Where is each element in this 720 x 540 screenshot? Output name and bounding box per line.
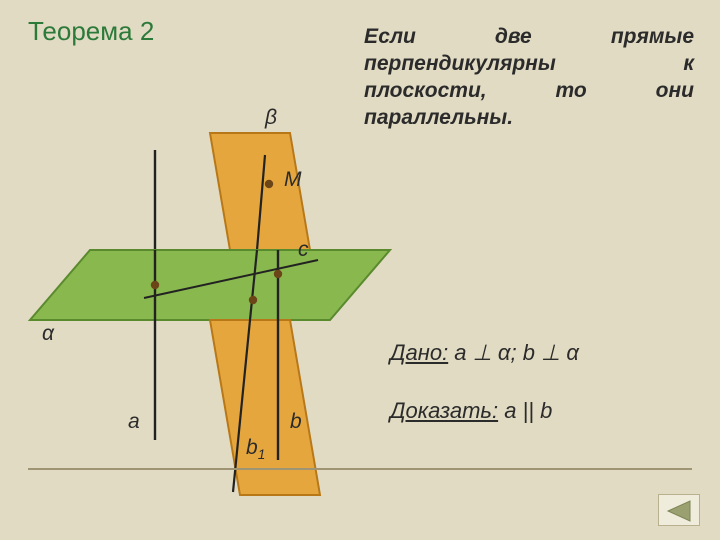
point-b1 xyxy=(249,296,257,304)
theorem-line: Если две прямые xyxy=(364,24,694,51)
triangle-left-icon xyxy=(660,495,698,525)
label-b1: b1 xyxy=(246,436,265,462)
diagram-svg xyxy=(20,100,400,500)
prove-text: a || b xyxy=(498,398,552,423)
theorem-line: плоскости, то они xyxy=(364,78,694,105)
geometry-diagram: α β a b b1 c M xyxy=(20,100,400,500)
page-title: Теорема 2 xyxy=(28,16,154,47)
label-b: b xyxy=(290,410,302,434)
label-a: a xyxy=(128,410,140,434)
label-alpha: α xyxy=(42,322,54,346)
divider xyxy=(28,468,692,470)
label-beta: β xyxy=(265,106,277,130)
theorem-line: параллельны. xyxy=(364,105,694,132)
prove-block: Доказать: a || b xyxy=(390,398,552,424)
given-text: a ⊥ α; b ⊥ α xyxy=(448,340,579,365)
plane-alpha xyxy=(30,250,390,320)
prove-label: Доказать: xyxy=(390,398,498,423)
prev-button[interactable] xyxy=(658,494,700,526)
theorem-text: Если две прямые перпендикулярны к плоско… xyxy=(364,24,694,132)
point-a xyxy=(151,281,159,289)
given-block: Дано: a ⊥ α; b ⊥ α xyxy=(390,338,700,368)
theorem-line: перпендикулярны к xyxy=(364,51,694,78)
label-c: c xyxy=(298,238,309,262)
label-M: M xyxy=(284,168,302,192)
point-M xyxy=(265,180,273,188)
point-b xyxy=(274,270,282,278)
